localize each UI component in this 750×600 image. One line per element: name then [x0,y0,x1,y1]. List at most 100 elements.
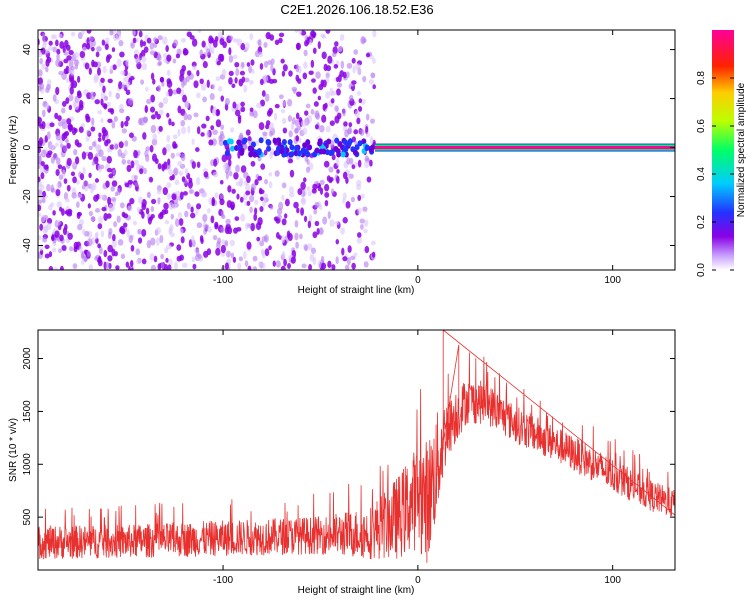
carrier-blob [335,148,341,155]
spectral-blob [153,255,158,263]
spectral-blob [59,234,64,242]
spectral-blob [246,62,251,67]
spectral-blob [139,39,144,48]
spectral-blob [212,234,218,241]
spectral-blob [207,207,211,214]
spectral-blob [316,227,320,235]
spectral-blob [158,102,164,108]
spectral-blob [130,42,135,49]
spectral-blob [354,161,358,168]
spectral-blob [252,255,258,262]
spectral-blob [240,165,247,173]
spectral-blob [168,118,172,126]
spectral-blob [130,245,135,252]
spectral-blob [263,193,269,200]
spectral-blob [202,96,207,103]
spectral-blob [184,167,189,176]
spectral-blob [325,125,331,133]
spectral-blob [250,222,255,232]
spectral-blob [282,64,288,72]
spectral-blob [132,30,136,36]
spectral-blob [166,182,172,189]
spectral-blob [242,143,248,150]
spectral-blob [126,164,132,173]
spectral-blob [317,95,321,101]
spectral-blob [38,193,43,201]
spectral-blob [324,200,329,207]
spectral-blob [232,256,237,263]
spectral-blob [72,263,78,269]
spectral-blob [340,227,345,235]
spectral-blob [206,130,210,139]
spectral-blob [357,194,362,202]
spectral-blob [61,245,67,251]
spectral-blob [328,166,334,173]
spectral-blob [228,70,234,76]
spectral-blob [150,213,155,219]
spectral-blob [259,78,264,86]
colorbar-tick-label: 0.4 [696,167,707,181]
spectral-blob [149,253,155,261]
spectral-blob [195,176,201,186]
spectral-blob [40,160,45,167]
spectral-blob [157,61,162,67]
spectral-blob [130,160,135,169]
spectral-blob [346,62,353,69]
spectral-blob [46,131,51,140]
spectral-blob [280,108,286,114]
spectral-blob [166,112,170,118]
spectral-blob [370,118,375,124]
spectral-blob [76,91,82,99]
spectral-blob [115,31,122,41]
spectral-blob [319,187,324,195]
spectral-blob [202,213,208,223]
spectral-blob [264,178,269,185]
spectral-blob [281,235,286,244]
spectral-blob [275,260,281,268]
spectral-blob [162,147,167,156]
spectral-blob [186,114,192,121]
spectral-blob [174,179,180,186]
spectral-blob [150,94,156,103]
carrier-blob [252,151,258,158]
spectral-blob [167,258,173,267]
spectral-blob [79,50,86,59]
spectral-blob [155,227,161,235]
spectral-blob [264,248,270,257]
spectral-blob [190,212,196,219]
spectral-blob [366,176,372,183]
spectral-blob [88,67,92,75]
spectral-blob [73,246,78,253]
spectral-blob [278,201,284,211]
spectral-blob [87,151,94,160]
spectral-blob [257,156,262,162]
spectral-blob [38,51,43,58]
spectral-blob [133,159,140,166]
snr-frame [37,329,676,571]
spectral-blob [329,219,335,227]
spectral-blob [135,56,141,65]
spectral-blob [144,105,148,114]
snr-panel: -100 0 100 500 1000 1500 2000 Height of straig… [8,329,676,596]
carrier-blob [321,148,327,155]
spectral-blob [274,103,280,109]
spectral-blob [56,48,61,55]
spectral-blob [249,195,255,203]
spectral-blob [240,106,246,113]
spectral-blob [116,188,121,196]
spectral-blob [170,232,175,238]
spectral-blob [55,169,60,177]
y-tick-label: 1500 [22,400,33,423]
spectral-blob [297,78,302,84]
spectral-blob [237,114,242,120]
spectral-blob [39,58,43,65]
carrier-blob [248,151,254,158]
carrier-blob [317,140,323,147]
spectrogram-ylabel: Frequency (Hz) [8,116,19,185]
spectral-blob [148,176,154,183]
spectral-blob [369,136,374,145]
spectral-blob [234,109,241,117]
spectral-blob [242,193,248,201]
spectral-blob [372,30,377,38]
spectral-blob [163,202,169,210]
